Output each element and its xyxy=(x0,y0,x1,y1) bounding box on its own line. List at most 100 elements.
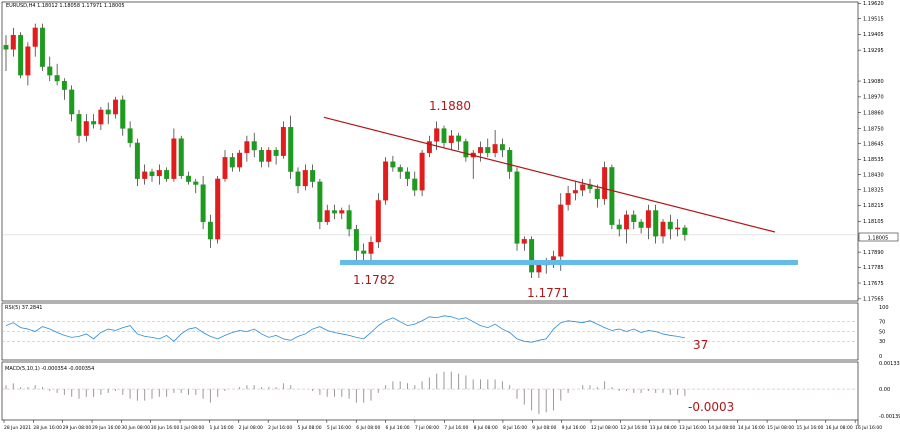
candle-body[interactable] xyxy=(572,190,578,194)
candle-body[interactable] xyxy=(463,141,469,158)
candle-body[interactable] xyxy=(222,157,228,179)
candle-body[interactable] xyxy=(83,121,89,136)
candle-body[interactable] xyxy=(507,149,513,172)
candle-body[interactable] xyxy=(54,75,60,82)
candle-body[interactable] xyxy=(419,152,425,191)
candle-body[interactable] xyxy=(32,27,38,47)
candle-body[interactable] xyxy=(156,170,162,177)
candle-body[interactable] xyxy=(193,181,199,185)
candle-body[interactable] xyxy=(616,224,622,230)
candle-body[interactable] xyxy=(127,128,133,143)
candle-body[interactable] xyxy=(273,149,279,156)
candle-body[interactable] xyxy=(499,144,505,151)
candle-body[interactable] xyxy=(682,227,688,235)
candle-body[interactable] xyxy=(164,170,170,179)
candle-body[interactable] xyxy=(536,264,542,273)
candle-body[interactable] xyxy=(47,66,53,76)
candle-body[interactable] xyxy=(412,178,418,191)
candle-body[interactable] xyxy=(448,135,454,143)
candle-body[interactable] xyxy=(280,126,286,156)
candle-body[interactable] xyxy=(653,210,659,237)
candle-body[interactable] xyxy=(237,152,243,168)
price-tick-label: 1.18970 xyxy=(863,95,884,101)
candle-body[interactable] xyxy=(529,239,535,273)
candle-body[interactable] xyxy=(623,214,629,230)
candle-body[interactable] xyxy=(580,184,586,191)
candle-body[interactable] xyxy=(302,170,308,187)
candle-body[interactable] xyxy=(251,141,257,151)
candle-body[interactable] xyxy=(638,221,644,228)
candle-body[interactable] xyxy=(178,138,184,177)
candle-body[interactable] xyxy=(346,210,352,230)
candle-body[interactable] xyxy=(492,144,498,154)
candle-body[interactable] xyxy=(390,161,396,168)
time-tick-label: 2 Jul 16:00 xyxy=(268,425,292,431)
candle-body[interactable] xyxy=(295,171,301,187)
candle-body[interactable] xyxy=(478,147,484,154)
candle-body[interactable] xyxy=(69,89,75,115)
candle-body[interactable] xyxy=(171,138,177,179)
candle-body[interactable] xyxy=(149,171,155,177)
candle-body[interactable] xyxy=(25,46,31,76)
candle-body[interactable] xyxy=(434,128,440,142)
candle-body[interactable] xyxy=(609,167,615,225)
candle-body[interactable] xyxy=(288,126,294,172)
candle-body[interactable] xyxy=(426,141,432,154)
candle-body[interactable] xyxy=(667,221,673,230)
candle-body[interactable] xyxy=(383,161,389,201)
candle-body[interactable] xyxy=(91,121,97,125)
candle-body[interactable] xyxy=(186,175,192,182)
candle-body[interactable] xyxy=(631,214,637,223)
candle-body[interactable] xyxy=(602,167,608,200)
panel-frame-2 xyxy=(1,361,859,421)
candle-body[interactable] xyxy=(142,171,148,179)
candle-body[interactable] xyxy=(266,149,272,162)
candle-body[interactable] xyxy=(215,178,221,240)
candle-body[interactable] xyxy=(675,227,681,230)
candle-body[interactable] xyxy=(207,221,213,240)
candle-body[interactable] xyxy=(660,221,666,237)
candle-body[interactable] xyxy=(521,239,527,244)
candle-body[interactable] xyxy=(310,170,316,182)
candle-body[interactable] xyxy=(368,241,374,254)
candle-body[interactable] xyxy=(565,193,571,205)
candle-body[interactable] xyxy=(361,250,367,254)
candle-body[interactable] xyxy=(441,128,447,143)
candle-body[interactable] xyxy=(10,34,16,50)
candle-body[interactable] xyxy=(645,210,651,228)
candle-body[interactable] xyxy=(244,141,250,154)
candle-body[interactable] xyxy=(229,157,235,168)
candle-body[interactable] xyxy=(134,142,140,179)
candle-body[interactable] xyxy=(353,229,359,251)
candle-body[interactable] xyxy=(76,114,82,136)
candle-body[interactable] xyxy=(456,135,462,142)
candle-body[interactable] xyxy=(61,80,67,90)
candle-body[interactable] xyxy=(594,188,600,200)
candle-body[interactable] xyxy=(18,34,24,76)
candle-body[interactable] xyxy=(375,200,381,243)
candle-body[interactable] xyxy=(405,171,411,179)
candle-body[interactable] xyxy=(200,184,206,223)
candle-body[interactable] xyxy=(339,210,345,214)
candle-body[interactable] xyxy=(514,171,520,244)
candle-body[interactable] xyxy=(317,181,323,223)
candle-body[interactable] xyxy=(397,167,403,172)
candle-body[interactable] xyxy=(112,99,118,115)
candle-body[interactable] xyxy=(3,45,9,50)
time-tick-label: 29 Jun 08:00 xyxy=(63,425,92,431)
candle-body[interactable] xyxy=(324,210,330,223)
candle-body[interactable] xyxy=(105,109,111,115)
candle-body[interactable] xyxy=(558,204,564,257)
candles-layer[interactable] xyxy=(3,23,688,278)
candle-body[interactable] xyxy=(259,149,265,162)
candle-body[interactable] xyxy=(39,27,45,67)
time-tick-label: 12 Jul 08:00 xyxy=(591,425,618,431)
price-tick-label: 1.19405 xyxy=(863,32,884,38)
candle-body[interactable] xyxy=(120,99,126,129)
price-tick-label: 1.19620 xyxy=(863,1,884,7)
price-tick-label: 1.18325 xyxy=(863,187,884,193)
candle-body[interactable] xyxy=(332,210,338,214)
candle-body[interactable] xyxy=(485,147,491,154)
candle-body[interactable] xyxy=(98,109,104,125)
